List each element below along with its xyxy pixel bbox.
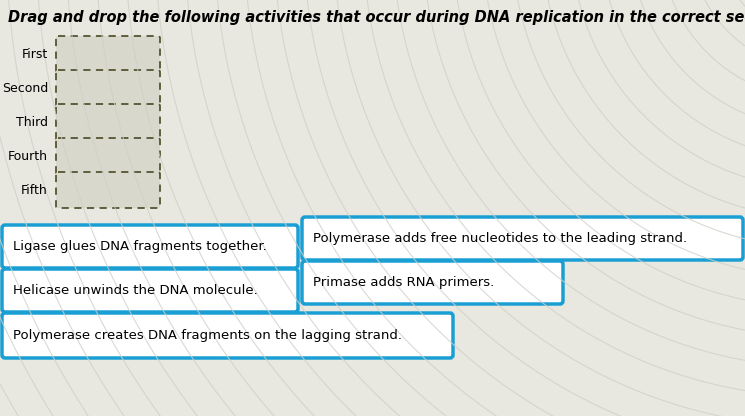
Text: First: First: [22, 47, 48, 60]
FancyBboxPatch shape: [2, 225, 298, 268]
Text: Second: Second: [1, 82, 48, 94]
FancyBboxPatch shape: [56, 36, 160, 72]
FancyBboxPatch shape: [302, 261, 563, 304]
Text: Polymerase creates DNA fragments on the lagging strand.: Polymerase creates DNA fragments on the …: [13, 329, 402, 342]
Text: Primase adds RNA primers.: Primase adds RNA primers.: [313, 276, 494, 289]
FancyBboxPatch shape: [2, 269, 298, 312]
Text: Helicase unwinds the DNA molecule.: Helicase unwinds the DNA molecule.: [13, 284, 258, 297]
Text: Fifth: Fifth: [22, 183, 48, 196]
FancyBboxPatch shape: [56, 138, 160, 174]
Text: Polymerase adds free nucleotides to the leading strand.: Polymerase adds free nucleotides to the …: [313, 232, 687, 245]
Text: Ligase glues DNA fragments together.: Ligase glues DNA fragments together.: [13, 240, 267, 253]
FancyBboxPatch shape: [2, 313, 453, 358]
Text: Third: Third: [16, 116, 48, 129]
FancyBboxPatch shape: [56, 104, 160, 140]
Text: Fourth: Fourth: [8, 149, 48, 163]
FancyBboxPatch shape: [56, 172, 160, 208]
FancyBboxPatch shape: [56, 70, 160, 106]
Text: Drag and drop the following activities that occur during DNA replication in the : Drag and drop the following activities t…: [8, 10, 745, 25]
FancyBboxPatch shape: [302, 217, 743, 260]
